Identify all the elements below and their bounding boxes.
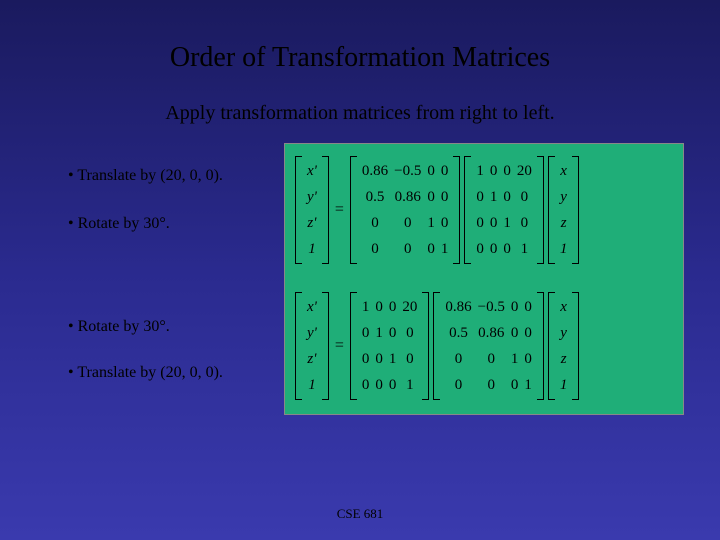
slide-title: Order of Transformation Matrices <box>0 0 720 74</box>
translation-matrix: 10020 0100 0010 0001 <box>350 292 430 400</box>
bullet-rotate-2: • Rotate by 30°. <box>68 318 170 342</box>
input-vector: x y z 1 <box>548 292 580 400</box>
cell: x <box>557 299 571 316</box>
cell: x' <box>304 163 320 180</box>
cell: y' <box>304 325 320 342</box>
bullet-text: • Translate by (20, 0, 0). <box>68 167 223 185</box>
cell: x' <box>304 299 320 316</box>
rotation-matrix: 0.86−0.500 0.50.8600 0010 0001 <box>350 156 460 264</box>
bullet-text: • Rotate by 30°. <box>68 318 170 336</box>
bullet-text: • Translate by (20, 0, 0). <box>68 364 223 382</box>
input-vector: x y z 1 <box>548 156 580 264</box>
matrix-panel: x' y' z' 1 = 0.86−0.500 0.50.8600 0010 0… <box>284 143 684 415</box>
slide-subtitle: Apply transformation matrices from right… <box>0 102 720 125</box>
equals-sign: = <box>335 337 344 355</box>
cell: 1 <box>557 241 571 258</box>
result-vector: x' y' z' 1 <box>295 292 329 400</box>
slide-footer: CSE 681 <box>0 506 720 522</box>
cell: 1 <box>304 241 320 258</box>
cell: z' <box>304 351 320 368</box>
cell: z <box>557 215 571 232</box>
cell: y <box>557 189 571 206</box>
cell: 1 <box>304 377 320 394</box>
equation-2: x' y' z' 1 = 10020 0100 0010 0001 <box>293 292 581 400</box>
bullet-translate-2: • Translate by (20, 0, 0). <box>68 364 223 388</box>
cell: x <box>557 163 571 180</box>
bullet-translate-1: • Translate by (20, 0, 0). <box>68 167 223 191</box>
cell: 1 <box>557 377 571 394</box>
result-vector: x' y' z' 1 <box>295 156 329 264</box>
rotation-matrix: 0.86−0.500 0.50.8600 0010 0001 <box>433 292 543 400</box>
cell: y <box>557 325 571 342</box>
cell: y' <box>304 189 320 206</box>
equals-sign: = <box>335 201 344 219</box>
cell: z' <box>304 215 320 232</box>
bullet-text: • Rotate by 30°. <box>68 215 170 233</box>
translation-matrix: 10020 0100 0010 0001 <box>464 156 544 264</box>
equation-1: x' y' z' 1 = 0.86−0.500 0.50.8600 0010 0… <box>293 156 581 264</box>
cell: z <box>557 351 571 368</box>
bullet-rotate-1: • Rotate by 30°. <box>68 215 170 239</box>
